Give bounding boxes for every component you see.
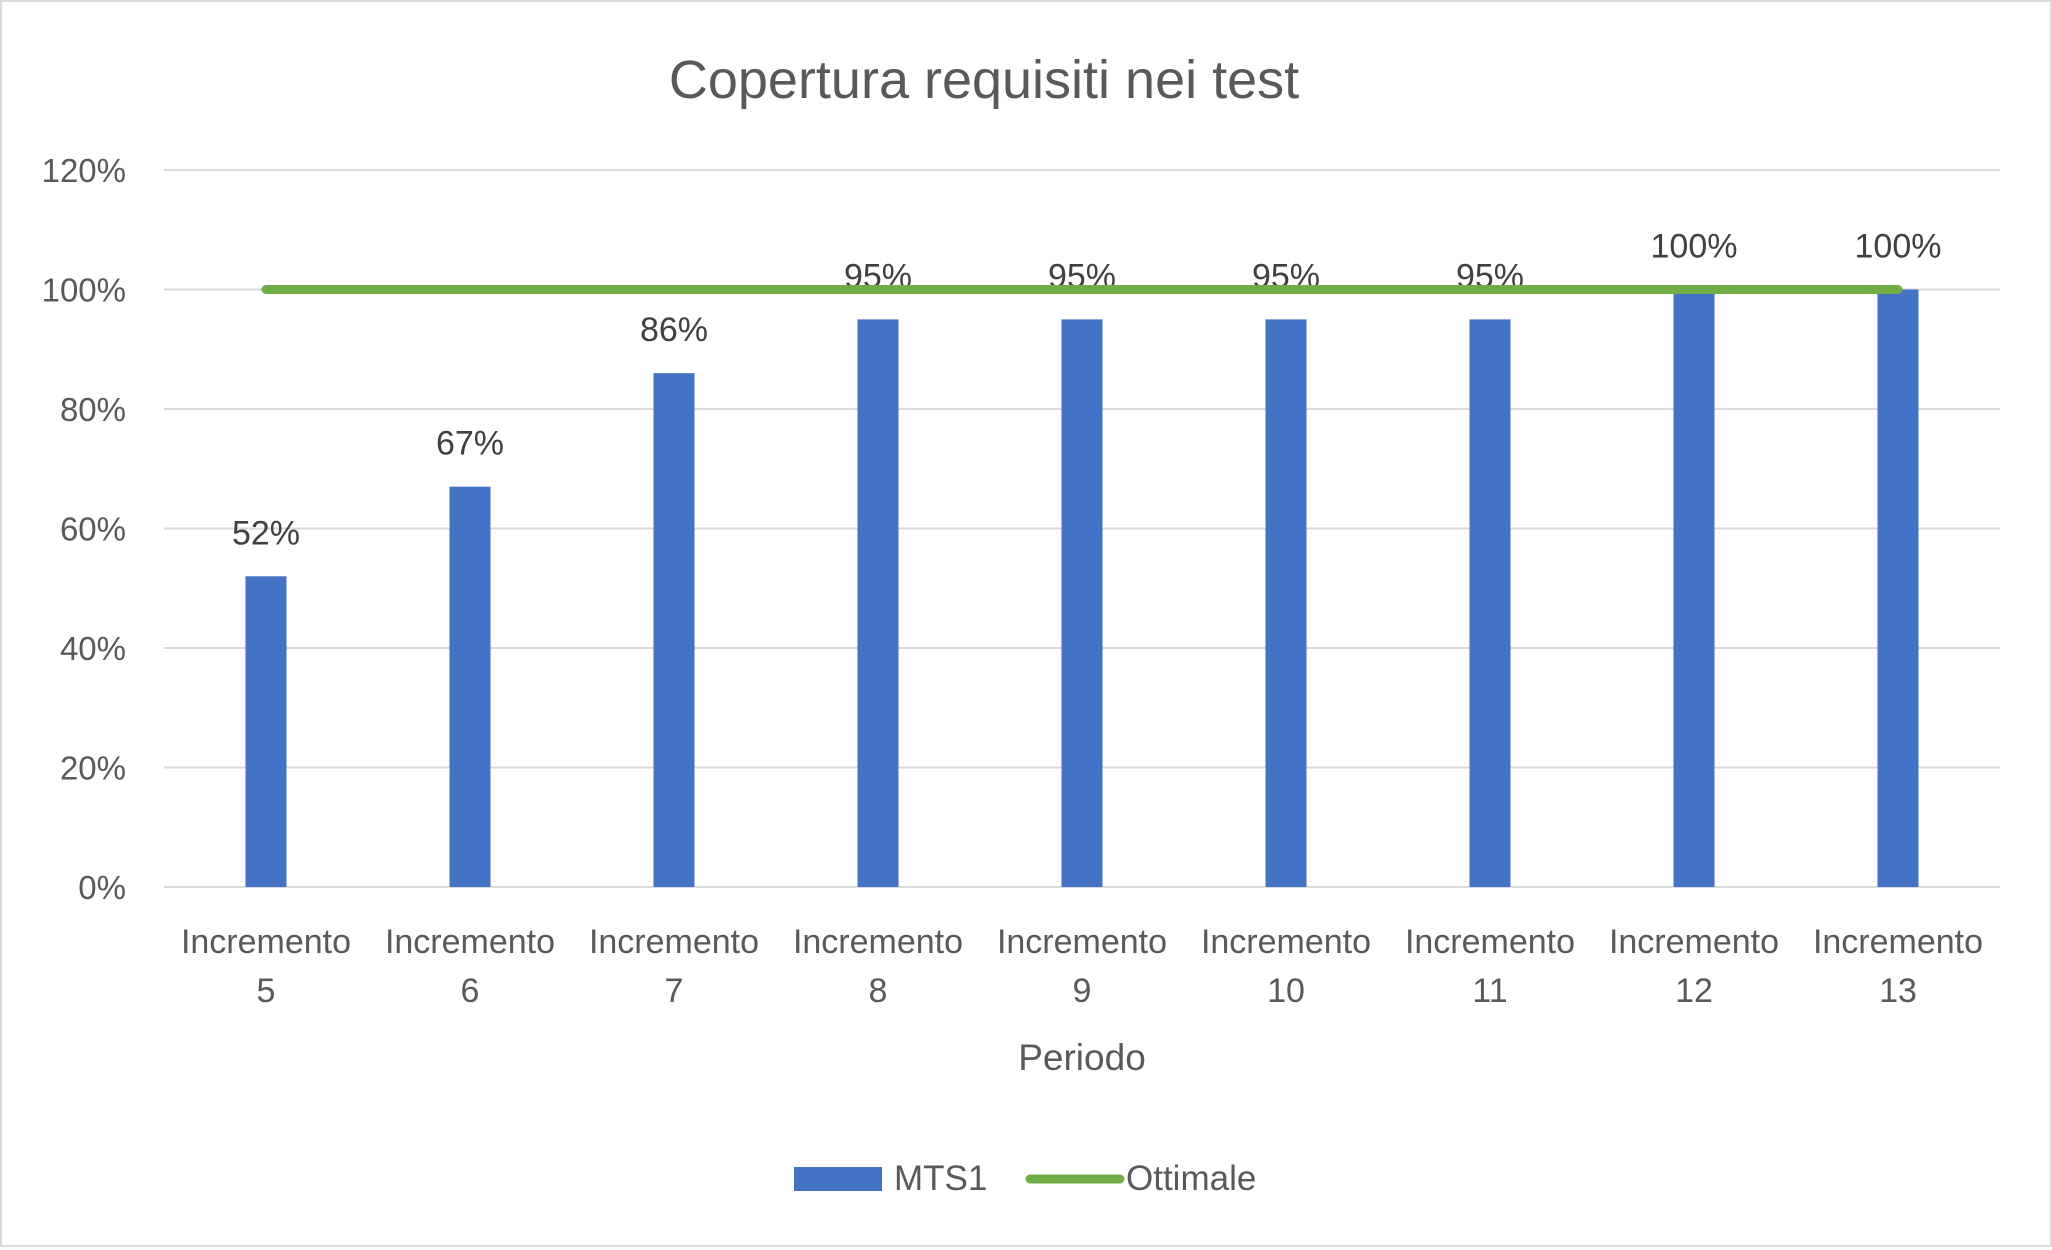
x-axis-title: Periodo [1018,1037,1146,1078]
x-tick-label: Incremento [1201,923,1371,961]
x-tick-label: Incremento [1405,923,1575,961]
data-label: 67% [436,425,504,463]
x-tick-label: Incremento [793,923,963,961]
data-label: 52% [232,514,300,552]
y-tick-label: 0% [78,869,126,906]
data-label: 86% [640,311,708,349]
y-tick-label: 20% [60,750,126,787]
x-tick-label-number: 6 [461,972,480,1010]
y-axis-ticks: 0% 20% 40% 60% 80% 100% 120% [42,152,126,906]
bar [1469,319,1511,887]
x-tick-label-number: 5 [257,972,276,1010]
data-label: 100% [1855,228,1942,266]
y-tick-label: 120% [42,152,126,189]
bar [857,319,899,887]
bar [1877,289,1919,887]
y-tick-label: 60% [60,511,126,548]
x-tick-label: Incremento [1609,923,1779,961]
y-tick-label: 80% [60,391,126,428]
bar [1061,319,1103,887]
bar [1265,319,1307,887]
x-tick-label: Incremento [1813,923,1983,961]
x-tick-label-number: 13 [1879,972,1917,1010]
x-tick-label-number: 7 [665,972,684,1010]
x-tick-label: Incremento [385,923,555,961]
bar [245,576,287,887]
data-label: 100% [1651,228,1738,266]
chart-title: Copertura requisiti nei test [669,50,1299,110]
x-axis-categories: Incremento 5 Incremento 6 Incremento 7 Increme… [181,923,1983,1010]
x-tick-label-number: 11 [1472,972,1507,1010]
y-tick-label: 100% [42,272,126,309]
legend: MTS1 Ottimale [794,1159,1256,1198]
y-tick-label: 40% [60,630,126,667]
x-tick-label: Incremento [997,923,1167,961]
bar [653,373,695,887]
legend-label-ottimale: Ottimale [1126,1159,1256,1198]
legend-swatch-mts1 [794,1167,882,1191]
x-tick-label: Incremento [181,923,351,961]
x-tick-label-number: 9 [1073,972,1092,1010]
bar [1673,289,1715,887]
x-tick-label-number: 8 [869,972,888,1010]
x-tick-label-number: 10 [1267,972,1305,1010]
bar [449,486,491,887]
x-tick-label-number: 12 [1675,972,1713,1010]
legend-label-mts1: MTS1 [894,1159,987,1198]
x-tick-label: Incremento [589,923,759,961]
bar-series [245,289,1919,887]
